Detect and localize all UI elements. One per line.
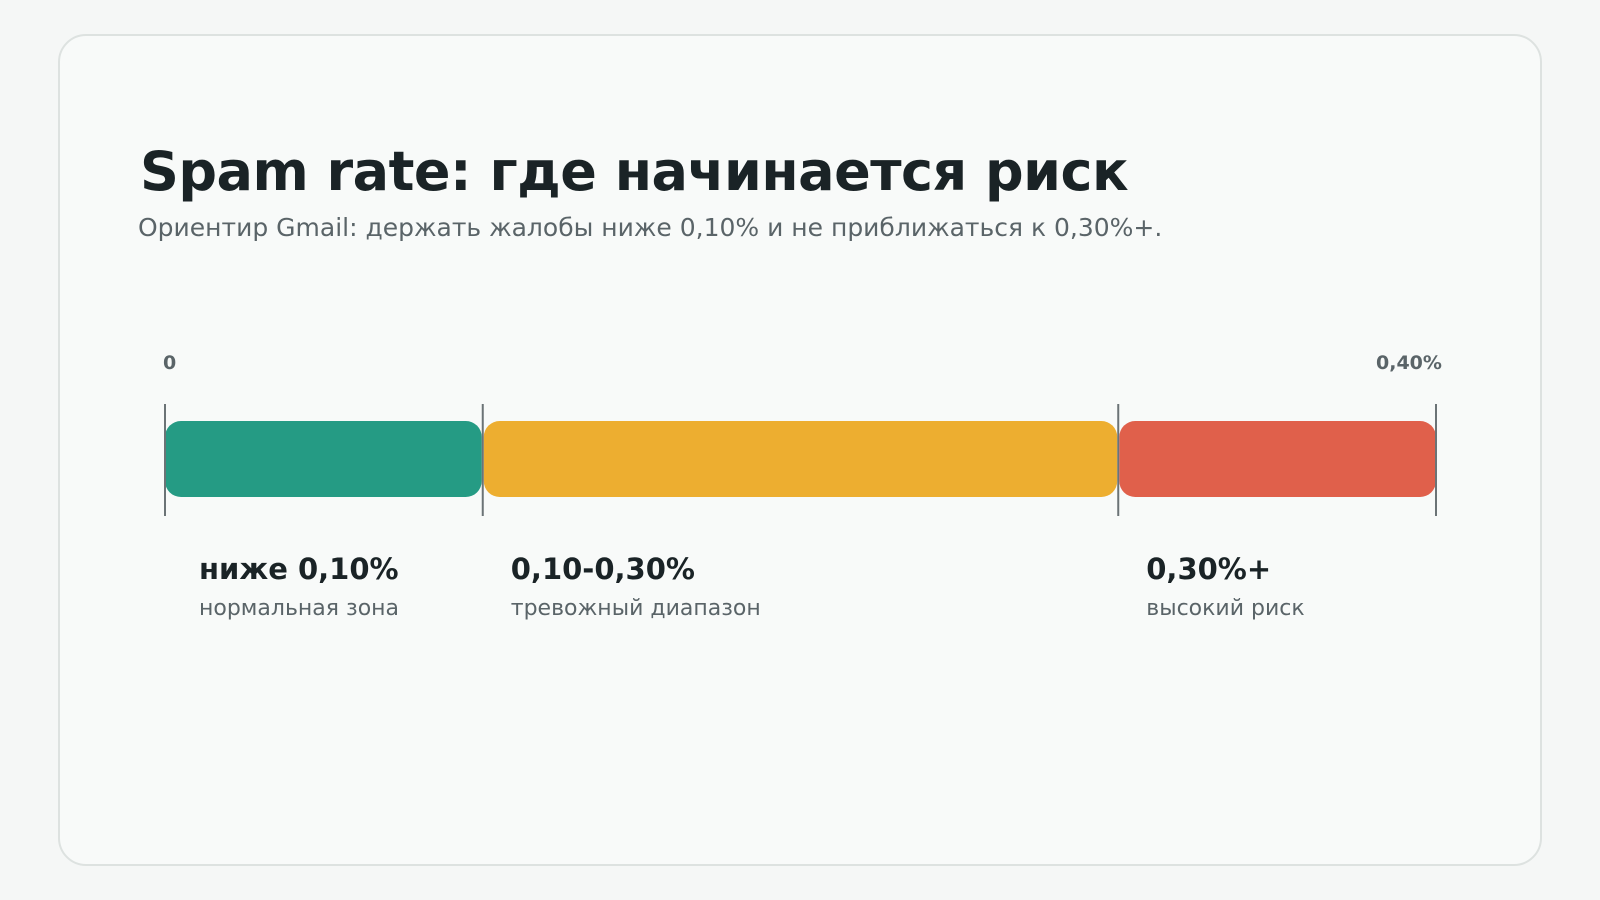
zone-normal-text: ниже 0,10% нормальная зона (199, 552, 399, 621)
zone-warning-value: 0,10-0,30% (510, 552, 695, 586)
zone-high-risk-value: 0,30%+ (1146, 552, 1272, 586)
zone-normal-value: ниже 0,10% (199, 552, 399, 586)
zone-warning-text: 0,10-0,30% тревожный диапазон (511, 552, 761, 621)
zone-normal-description: нормальная зона (199, 596, 400, 621)
scale-min-label: 0 (163, 352, 177, 374)
page-subtitle: Ориентир Gmail: держать жалобы ниже 0,10… (138, 213, 1163, 242)
scale-max-label: 0,40% (1376, 352, 1442, 374)
page-title: Spam rate: где начинается риск (140, 140, 1129, 203)
zone-warning-description: тревожный диапазон (510, 596, 761, 621)
zone-high-risk-description: высокий риск (1146, 596, 1305, 621)
zone-high-risk-text: 0,30%+ высокий риск (1146, 552, 1304, 621)
